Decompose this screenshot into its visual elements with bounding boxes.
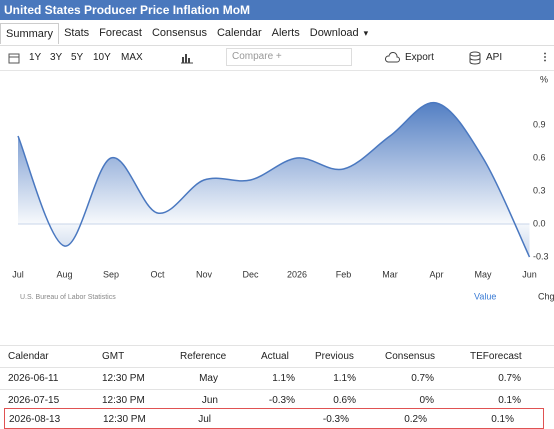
y-tick-label: -0.3: [533, 251, 549, 261]
export-icon[interactable]: [385, 52, 401, 64]
cell: -0.3%: [268, 395, 295, 406]
header: United States Producer Price Inflation M…: [0, 0, 554, 20]
x-tick-label: Dec: [242, 269, 259, 279]
tabs: Summary Stats Forecast Consensus Calendar Ale…: [0, 21, 554, 46]
y-unit: %: [540, 74, 548, 84]
y-tick-label: 0.0: [533, 218, 546, 228]
x-tick-label: Sep: [103, 269, 119, 279]
x-tick-label: Jul: [12, 269, 24, 279]
line: [17, 102, 531, 258]
cell: 2026-06-11: [8, 373, 59, 384]
tab[interactable]: Consensus: [151, 27, 207, 39]
tab[interactable]: Calendar: [216, 27, 262, 39]
cell: Jun: [201, 395, 218, 406]
x-tick-label: Oct: [150, 269, 165, 279]
tab[interactable]: Alerts: [271, 27, 300, 39]
dropdown-arrow[interactable]: ▾: [363, 27, 369, 38]
api-icon[interactable]: [469, 51, 481, 65]
cell: 2026-07-15: [8, 395, 60, 406]
tab[interactable]: Download: [309, 27, 359, 39]
cell: 0.1%: [498, 395, 521, 406]
y-tick-label: 0.6: [533, 152, 546, 162]
x-tick-label: Apr: [429, 269, 443, 279]
cell: 1.1%: [272, 373, 295, 384]
range-button[interactable]: 5Y: [71, 52, 84, 63]
chart-type-icon[interactable]: [180, 52, 194, 64]
value-toggle[interactable]: Value: [474, 291, 496, 301]
cell: 1.1%: [333, 373, 356, 384]
range-button[interactable]: 1Y: [29, 52, 42, 63]
compare-input[interactable]: Compare +: [226, 48, 352, 66]
range-button[interactable]: 10Y: [93, 52, 111, 63]
tab[interactable]: Stats: [64, 27, 90, 39]
range-button[interactable]: MAX: [121, 52, 143, 63]
cell: 12:30 PM: [102, 373, 145, 384]
x-tick-label: Feb: [336, 269, 352, 279]
export-button[interactable]: Export: [405, 52, 434, 63]
range-button[interactable]: 3Y: [50, 52, 63, 63]
cell: 0.7%: [411, 373, 434, 384]
cell: -0.3%: [322, 414, 349, 425]
header-cell: GMT: [102, 351, 125, 362]
table-row: 2026-06-11 12:30 PM May 1.1% 1.1% 0.7% 0.7%: [0, 367, 554, 387]
cell: 0.6%: [333, 395, 356, 406]
table-row: 2026-07-15 12:30 PM Jun -0.3% 0.6% 0% 0.1%: [0, 389, 554, 409]
toolbar: Compare + Export API ⋮ 1Y 3Y 5Y 10Y MAX: [0, 46, 554, 71]
tab[interactable]: Forecast: [99, 27, 142, 39]
x-tick-label: Jun: [522, 269, 537, 279]
x-tick-label: May: [474, 269, 492, 279]
table-row: 2026-08-13 12:30 PM Jul -0.3% 0.2% 0.1%: [4, 408, 544, 429]
cell: 0.1%: [491, 414, 514, 425]
table-header: Calendar GMT Reference Actual Previous Consen…: [0, 345, 554, 367]
tab[interactable]: Summary: [0, 22, 60, 44]
calendar-icon[interactable]: [8, 52, 20, 64]
cell: 0.7%: [498, 373, 521, 384]
header-cell: Calendar: [8, 351, 49, 362]
x-tick-label: Aug: [56, 269, 72, 279]
cell: May: [199, 373, 218, 384]
more-menu[interactable]: ⋮: [540, 52, 550, 63]
cell: 0.2%: [404, 414, 427, 425]
y-tick-label: 0.9: [533, 119, 546, 129]
source: U.S. Bureau of Labor Statistics: [20, 294, 116, 301]
x-tick-label: 2026: [287, 269, 307, 279]
cell: 0%: [419, 395, 434, 406]
header-cell: Previous: [315, 351, 354, 362]
cell: 2026-08-13: [9, 414, 61, 425]
api-button[interactable]: API: [486, 52, 503, 63]
header-cell: TEForecast: [470, 351, 522, 362]
x-tick-label: Nov: [196, 269, 213, 279]
area: [18, 102, 530, 257]
chart: % U.S. Bureau of Labor Statistics Value …: [12, 74, 554, 301]
header-cell: Actual: [261, 351, 289, 362]
header-cell: Consensus: [385, 351, 436, 362]
cell: 12:30 PM: [103, 414, 146, 425]
cell: 12:30 PM: [102, 395, 145, 406]
header-cell: Reference: [180, 351, 227, 362]
x-tick-label: Mar: [382, 269, 398, 279]
cell: Jul: [198, 414, 211, 425]
chg-toggle[interactable]: Chg: [538, 291, 554, 301]
y-tick-label: 0.3: [533, 185, 546, 195]
